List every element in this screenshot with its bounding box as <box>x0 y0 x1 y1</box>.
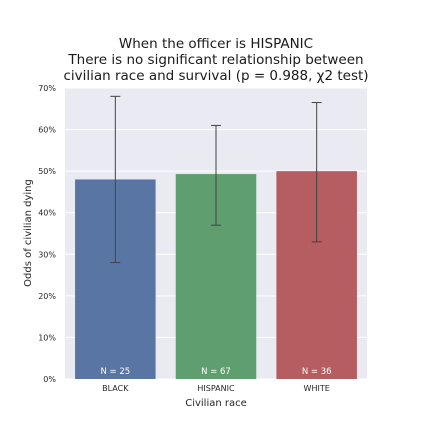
x-axis-label: Civilian race <box>185 398 247 409</box>
y-tick-label: 10% <box>38 333 56 342</box>
error-bars <box>110 95 322 264</box>
error-bar-black <box>110 95 121 264</box>
chart-title-line-1: When the officer is HISPANIC <box>119 36 313 52</box>
y-tick-label: 60% <box>38 126 56 135</box>
sample-size-label: N = 25 <box>100 367 130 377</box>
x-tick-label: BLACK <box>102 384 129 393</box>
chart-title-line-3: civilian race and survival (p = 0.988, χ… <box>63 68 368 84</box>
y-tick-label: 0% <box>43 375 56 384</box>
y-tick-label: 40% <box>38 209 56 218</box>
sample-size-labels: N = 25 N = 67 N = 36 <box>100 367 331 377</box>
x-tick-label: WHITE <box>304 384 330 393</box>
sample-size-label: N = 67 <box>201 367 231 377</box>
y-tick-label: 70% <box>38 84 56 93</box>
y-tick-label: 20% <box>38 292 56 301</box>
y-tick-labels: 0% 10% 20% 30% 40% 50% 60% 70% <box>38 84 56 384</box>
y-tick-label: 50% <box>38 167 56 176</box>
sample-size-label: N = 36 <box>302 367 332 377</box>
error-bar-hispanic <box>211 124 221 226</box>
x-tick-label: HISPANIC <box>197 384 235 393</box>
y-tick-label: 30% <box>38 250 56 259</box>
y-axis-label: Odds of civilian dying <box>23 179 34 287</box>
error-bar-white <box>311 102 322 243</box>
x-tick-labels: BLACK HISPANIC WHITE <box>102 384 330 393</box>
chart-title: When the officer is HISPANIC There is no… <box>63 36 368 84</box>
chart-title-line-2: There is no significant relationship bet… <box>67 52 363 68</box>
